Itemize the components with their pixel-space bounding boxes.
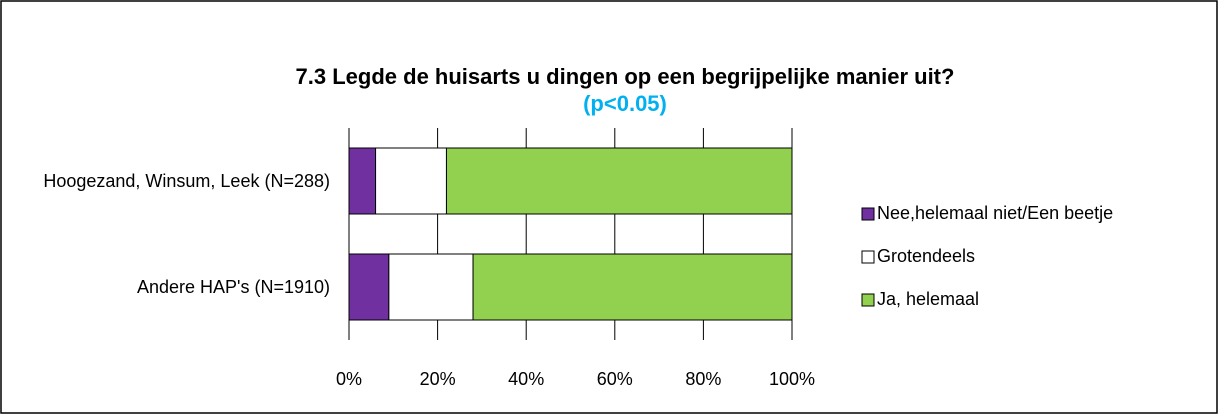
x-tick-label: 80%	[685, 369, 721, 389]
x-tick-label: 0%	[336, 369, 362, 389]
bar-segment	[388, 253, 474, 321]
x-tick-label: 40%	[508, 369, 544, 389]
legend-label: Grotendeels	[877, 246, 975, 266]
bar-segment	[348, 147, 377, 215]
bar-segment	[445, 147, 793, 215]
chart-subtitle: (p<0.05)	[583, 91, 667, 116]
x-tick-label: 100%	[769, 369, 815, 389]
legend-label: Ja, helemaal	[877, 289, 979, 309]
bar-segment	[472, 253, 793, 321]
legend-swatch	[861, 250, 875, 264]
legend-label: Nee,helemaal niet/Een beetje	[877, 203, 1113, 223]
chart-title: 7.3 Legde de huisarts u dingen op een be…	[296, 64, 955, 89]
bar-segment	[375, 147, 447, 215]
y-tick-label: Andere HAP's (N=1910)	[136, 277, 330, 297]
x-tick-label: 20%	[420, 369, 456, 389]
legend-swatch	[861, 207, 875, 221]
x-tick-label: 60%	[597, 369, 633, 389]
legend-swatch	[861, 293, 875, 307]
y-tick-label: Hoogezand, Winsum, Leek (N=288)	[43, 171, 330, 191]
bar-segment	[348, 253, 390, 321]
